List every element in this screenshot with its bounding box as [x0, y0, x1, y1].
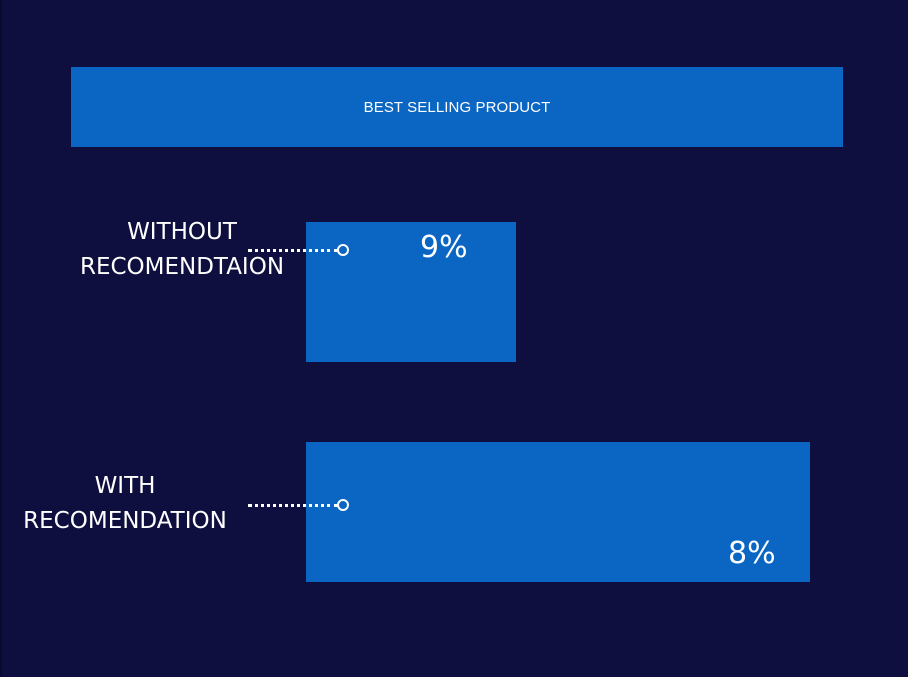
data-label-with-recommendation: 8%	[728, 536, 776, 571]
chart-title: BEST SELLING PRODUCT	[363, 98, 551, 116]
category-label-with-recommendation: WITH RECOMENDATION	[10, 469, 240, 539]
leader-marker-icon	[337, 499, 349, 511]
leader-line	[248, 249, 338, 252]
chart-title-banner: BEST SELLING PRODUCT	[71, 67, 843, 147]
data-label-without-recommendation: 9%	[420, 230, 468, 265]
category-label-line: RECOMENDTAION	[79, 254, 285, 280]
category-label-without-recommendation: WITHOUT RECOMENDTAION	[62, 215, 302, 285]
bar-without-recommendation	[306, 222, 516, 362]
leader-line	[248, 504, 338, 507]
category-label-line: WITH	[94, 473, 156, 499]
category-label-line: WITHOUT	[127, 219, 237, 245]
category-label-line: RECOMENDATION	[23, 508, 227, 534]
leader-marker-icon	[337, 244, 349, 256]
bar-with-recommendation	[306, 442, 810, 582]
